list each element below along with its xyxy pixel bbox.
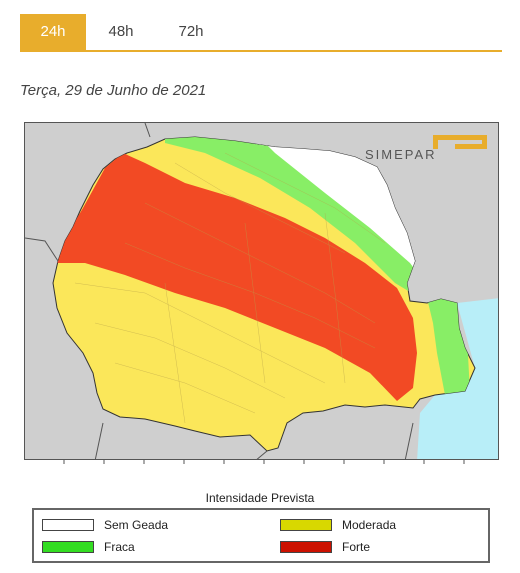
frost-forecast-map: SIMEPAR (24, 122, 499, 460)
legend-swatch (280, 541, 332, 553)
legend-swatch (280, 519, 332, 531)
zone-forte (53, 153, 417, 401)
legend-label: Forte (342, 540, 371, 554)
forecast-tabs: 24h 48h 72h (20, 14, 502, 52)
legend-label: Moderada (342, 518, 397, 532)
legend-label: Sem Geada (104, 518, 169, 532)
tab-48h[interactable]: 48h (108, 23, 134, 40)
zone-fraca (165, 137, 425, 298)
legend-swatch (42, 519, 94, 531)
legend-item-sem-geada: Sem Geada (42, 518, 168, 532)
municipal-borders (74, 152, 386, 424)
map-canvas: SIMEPAR (25, 123, 498, 459)
tab-24h[interactable]: 24h (20, 14, 86, 50)
legend-swatch (42, 541, 94, 553)
legend-label: Fraca (104, 540, 135, 554)
neighbor-borders (25, 123, 414, 459)
legend: Sem Geada Fraca Moderada Forte (32, 508, 490, 563)
simepar-logo: SIMEPAR (365, 135, 487, 162)
legend-item-forte: Forte (280, 540, 370, 554)
legend-item-fraca: Fraca (42, 540, 135, 554)
simepar-logo-text: SIMEPAR (365, 147, 437, 162)
ocean (417, 298, 498, 459)
tab-72h[interactable]: 72h (178, 23, 204, 40)
forecast-date: Terça, 29 de Junho de 2021 (20, 82, 207, 99)
legend-title: Intensidade Prevista (205, 491, 315, 505)
legend-item-moderada: Moderada (280, 518, 396, 532)
